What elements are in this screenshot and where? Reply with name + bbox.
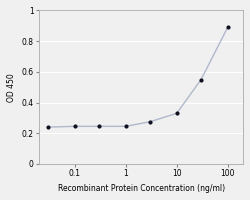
Point bbox=[148, 120, 152, 123]
X-axis label: Recombinant Protein Concentration (ng/ml): Recombinant Protein Concentration (ng/ml… bbox=[58, 184, 225, 193]
Point bbox=[97, 125, 101, 128]
Point bbox=[226, 26, 230, 29]
Point bbox=[124, 125, 128, 128]
Point bbox=[73, 125, 77, 128]
Y-axis label: OD 450: OD 450 bbox=[7, 73, 16, 102]
Point bbox=[175, 112, 179, 115]
Point bbox=[199, 78, 203, 81]
Point bbox=[46, 126, 50, 129]
